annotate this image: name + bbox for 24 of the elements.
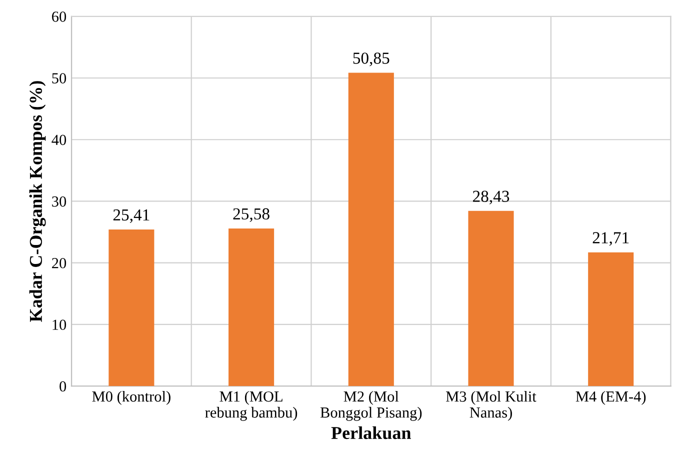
bar xyxy=(108,230,154,386)
y-tick-label: 10 xyxy=(52,320,66,330)
x-tick-label: M2 (Mol Bonggol Pisang) xyxy=(320,390,422,421)
data-label: 25,58 xyxy=(233,208,270,222)
x-tick-label: M0 (kontrol) xyxy=(92,390,170,405)
y-tick-label: 60 xyxy=(52,12,66,22)
y-tick-label: 20 xyxy=(52,258,66,268)
y-tick-label: 0 xyxy=(60,381,66,392)
x-tick-label: M1 (MOL rebung bambu) xyxy=(205,390,298,421)
bar xyxy=(468,210,514,386)
data-label: 28,43 xyxy=(472,190,510,204)
bar xyxy=(228,228,274,386)
x-axis-title: Perlakuan xyxy=(331,426,411,440)
y-tick-label: 30 xyxy=(52,196,66,207)
bar xyxy=(348,72,394,386)
y-tick-label: 40 xyxy=(52,134,66,146)
data-label: 50,85 xyxy=(353,52,390,66)
data-label: 21,71 xyxy=(592,232,629,246)
x-tick-label: M3 (Mol Kulit Nanas) xyxy=(446,390,536,421)
y-axis-title: Kadar C-Organik Kompos (%) xyxy=(29,81,46,322)
bar xyxy=(588,252,634,386)
y-tick-label: 50 xyxy=(52,73,66,84)
x-tick-label: M4 (EM-4) xyxy=(576,390,646,405)
data-label: 25,41 xyxy=(113,209,150,223)
